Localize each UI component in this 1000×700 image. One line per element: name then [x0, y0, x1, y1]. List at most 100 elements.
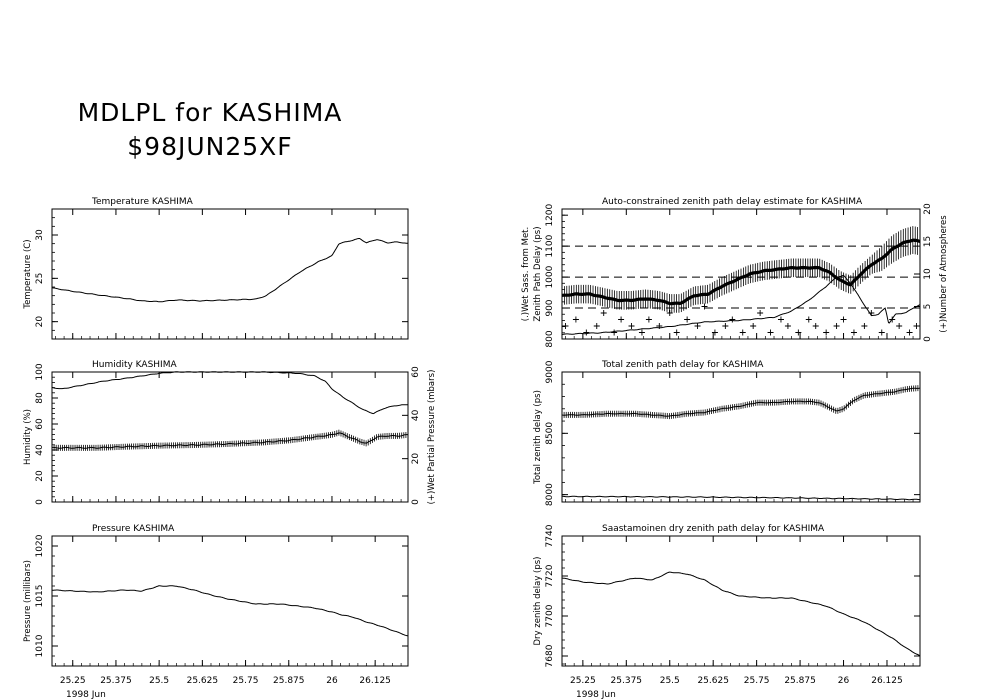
autozpd-point [628, 323, 635, 329]
pressure-xtick-label: 25.75 [233, 676, 259, 686]
autozpd-ytick-label: 900 [545, 299, 555, 316]
autozpd-point [878, 329, 885, 336]
pressure-title: Pressure KASHIMA [92, 524, 175, 534]
autozpd-point [767, 329, 774, 336]
autozpd-point [739, 329, 746, 336]
autozpd-point [729, 316, 736, 323]
humidity-series-line [51, 371, 409, 415]
pressure-ytick-label: 1015 [35, 585, 45, 608]
autozpd-series-s2 [562, 303, 920, 336]
humidity-ytick-label: 60 [35, 418, 45, 430]
pressure-xtick-label: 25.375 [100, 676, 132, 686]
autozpd-point [656, 323, 663, 329]
temperature-ytick-label: 25 [35, 273, 45, 284]
autozpd-y2tick-label: 10 [923, 268, 933, 280]
autozpd-point [757, 310, 764, 316]
autozpd-point [823, 329, 830, 336]
dryzpd-xtick-label: 26.125 [871, 676, 903, 686]
autozpd-point [722, 323, 729, 329]
pressure-ytick-label: 1020 [35, 534, 45, 557]
humidity-ylabel: Humidity (%) [23, 409, 33, 465]
dryzpd-frame [561, 535, 921, 667]
pressure-xtick-label: 25.25 [60, 676, 86, 686]
dryzpd-xtick-label: 25.75 [744, 676, 770, 686]
autozpd-ytick-label: 1000 [545, 265, 555, 288]
humidity-ylabel-right: (+)Wet Partial Pressure (mbars) [427, 370, 437, 505]
totalzpd-ylabel: Total zenith delay (ps) [533, 390, 543, 485]
totalzpd-ytick-label: 8500 [545, 422, 555, 445]
totalzpd-series-total [561, 387, 921, 417]
autozpd-point [896, 323, 903, 329]
autozpd-point [593, 323, 600, 329]
humidity-frame [51, 371, 409, 503]
autozpd-point [618, 316, 625, 323]
dryzpd-title: Saastamoinen dry zenith path delay for K… [602, 524, 825, 534]
dryzpd-xtick-label: 25.625 [697, 676, 729, 686]
temperature-series-s0 [52, 238, 409, 303]
autozpd-y2tick-label: 20 [923, 203, 933, 215]
autozpd-point [840, 316, 847, 323]
humidity-panel: Humidity KASHIMA0204060801000204060Humid… [23, 360, 437, 505]
autozpd-point [694, 323, 701, 329]
autozpd-ytick-label: 1100 [545, 234, 555, 257]
pressure-ylabel: Pressure (millibars) [23, 560, 33, 642]
autozpd-point [562, 323, 569, 329]
autozpd-point [600, 310, 607, 316]
autozpd-point [673, 329, 680, 336]
autozpd-point [784, 323, 791, 329]
pressure-xtick-label: 25.875 [273, 676, 305, 686]
totalzpd-ytick-label: 8000 [545, 483, 555, 506]
page-subtitle: $98JUN25XF [127, 132, 292, 161]
dryzpd-series-s0 [562, 571, 921, 657]
dryzpd-ytick-label: 7740 [545, 524, 555, 547]
humidity-y2tick-label: 0 [411, 499, 421, 505]
autozpd-point [833, 323, 840, 329]
pressure-series-s0 [52, 585, 409, 637]
autozpd-point [906, 329, 913, 336]
autozpd-ytick-label: 800 [545, 330, 555, 347]
autozpd-point [645, 316, 652, 323]
totalzpd-panel: Total zenith path delay for KASHIMA 8000 8… [533, 360, 921, 506]
autozpd-ylabel-outer: (.)Wet Sass. from Met. [521, 227, 531, 321]
humidity-ytick-label: 20 [35, 470, 45, 482]
dryzpd-xtick-label: 25.875 [784, 676, 816, 686]
dryzpd-xtick-label: 25.25 [570, 676, 596, 686]
totalzpd-series-dry [561, 495, 921, 501]
dryzpd-xlabel: 1998 Jun [576, 690, 616, 700]
autozpd-point [666, 310, 673, 316]
humidity-ytick-label: 0 [35, 499, 45, 505]
autozpd-ytick-label: 1200 [545, 203, 555, 226]
dryzpd-panel: Saastamoinen dry zenith path delay for K… [533, 524, 921, 700]
temperature-ytick-label: 20 [35, 316, 45, 328]
autozpd-point [638, 329, 645, 336]
temperature-ylabel: Temperature (C) [23, 239, 33, 309]
autozpd-y2tick-label: 5 [923, 304, 933, 310]
pressure-xtick-label: 26 [326, 676, 338, 686]
dryzpd-ytick-label: 7720 [545, 564, 555, 587]
humidity-ytick-label: 40 [35, 444, 45, 456]
humidity-y2tick-label: 60 [411, 366, 421, 378]
autozpd-point [611, 329, 618, 336]
humidity-y2tick-label: 40 [411, 409, 421, 421]
autozpd-point [583, 329, 590, 336]
humidity-y2tick-label: 20 [411, 453, 421, 465]
autozpd-point [701, 303, 708, 310]
totalzpd-series-total-markers [561, 384, 921, 420]
totalzpd-title: Total zenith path delay for KASHIMA [601, 360, 764, 370]
autozpd-point [711, 329, 718, 336]
autozpd-point [795, 329, 802, 336]
pressure-xtick-label: 25.625 [187, 676, 219, 686]
autozpd-point [913, 323, 920, 329]
temperature-frame [51, 208, 409, 340]
humidity-ytick-label: 100 [35, 363, 45, 380]
autozpd-ylabel-right: (+)Number of Atmospheres [939, 215, 949, 333]
autozpd-ylabel: Zenith Path Delay (ps) [533, 226, 543, 321]
autozpd-y2tick-label: 0 [923, 336, 933, 342]
temperature-title: Temperature KASHIMA [91, 197, 194, 207]
totalzpd-ytick-label: 9000 [545, 360, 555, 383]
totalzpd-frame [561, 371, 921, 503]
dryzpd-ylabel: Dry zenith delay (ps) [533, 556, 543, 645]
autozpd-point [868, 310, 875, 316]
